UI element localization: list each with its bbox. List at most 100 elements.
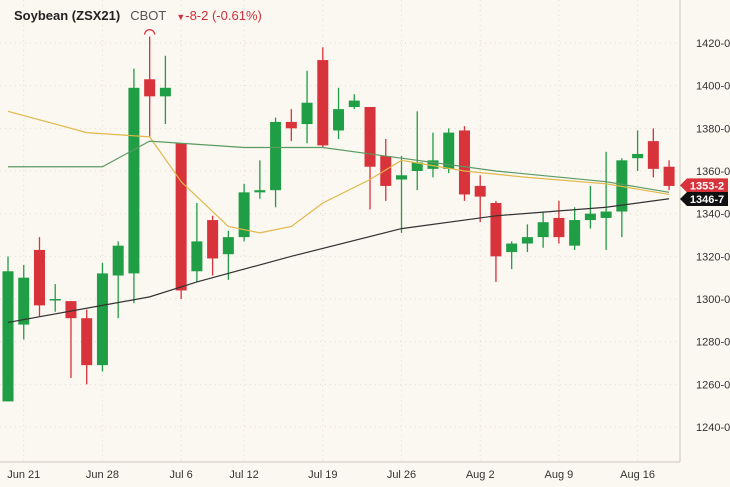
candle-body — [521, 237, 533, 244]
candle-body — [333, 109, 345, 131]
exchange-label: CBOT — [130, 8, 167, 23]
candle — [396, 156, 407, 233]
y-tick-label: 1380-0 — [696, 123, 730, 135]
candle-body — [396, 175, 407, 180]
x-tick-label: Jul 6 — [170, 469, 193, 481]
candle-body — [159, 87, 171, 97]
candle-body — [364, 107, 376, 167]
candle-body — [301, 102, 313, 125]
candle — [427, 132, 439, 178]
candle — [600, 151, 612, 250]
candle — [663, 160, 675, 191]
candle-body — [490, 203, 502, 257]
candle-body — [458, 130, 470, 195]
candle-body — [254, 190, 266, 193]
candle-body — [584, 213, 596, 221]
candle — [569, 207, 581, 250]
candle-body — [81, 318, 93, 366]
candle — [443, 128, 455, 174]
candle — [254, 160, 266, 199]
candle — [49, 284, 61, 312]
candle-body — [49, 299, 61, 301]
candle — [159, 55, 171, 125]
candle — [18, 264, 30, 340]
y-tick-label: 1260-0 — [696, 379, 730, 391]
y-tick-label: 1280-0 — [696, 337, 730, 349]
candle — [33, 237, 45, 317]
candle-body — [411, 162, 423, 171]
y-tick-label: 1320-0 — [696, 251, 730, 263]
x-tick-label: Jun 28 — [86, 469, 119, 481]
price-change: ▼-8-2 (-0.61%) — [176, 8, 262, 23]
candle — [616, 158, 628, 238]
candle — [2, 256, 14, 402]
candle — [553, 200, 565, 244]
chart-title: Soybean (ZSX21) — [14, 8, 121, 23]
candle-body — [222, 237, 234, 255]
candle — [490, 200, 502, 282]
y-tick-label: 1360-0 — [696, 166, 730, 178]
candle — [632, 130, 644, 171]
candle — [285, 109, 297, 142]
candle — [348, 94, 360, 110]
x-tick-label: Aug 9 — [545, 469, 574, 481]
candle-body — [191, 241, 203, 272]
candle — [333, 87, 345, 139]
candle — [191, 203, 203, 282]
y-tick-label: 1300-0 — [696, 294, 730, 306]
candle-body — [238, 192, 250, 238]
candle-body — [553, 217, 565, 238]
y-tick-label: 1240-0 — [696, 422, 730, 434]
candle — [112, 241, 124, 319]
price-tag-label: 1353-2 — [690, 180, 724, 192]
candle-body — [380, 156, 392, 186]
candle — [647, 128, 659, 178]
candle — [270, 117, 282, 208]
candle-body — [348, 100, 360, 107]
candle — [537, 211, 549, 248]
price-tag: 1353-2 — [680, 178, 728, 193]
candle — [364, 107, 376, 210]
candle-body — [2, 271, 14, 402]
x-tick-label: Jul 19 — [308, 469, 337, 481]
candle-body — [285, 121, 297, 129]
high-marker — [144, 29, 156, 35]
candle-body — [443, 132, 455, 169]
x-tick-label: Jul 26 — [387, 469, 416, 481]
triangle-down-icon: ▼ — [176, 12, 186, 22]
x-tick-label: Jul 12 — [229, 469, 258, 481]
candle-body — [317, 60, 329, 146]
candle — [411, 111, 423, 191]
candle — [144, 29, 156, 137]
candle-body — [427, 160, 439, 169]
candle — [207, 215, 219, 276]
candle-body — [112, 245, 124, 276]
candle-body — [175, 143, 187, 291]
moving-average-line — [8, 140, 670, 193]
y-tick-label: 1420-0 — [696, 38, 730, 50]
moving-average-line — [7, 110, 670, 234]
candle — [301, 70, 313, 144]
y-tick-label: 1340-0 — [696, 209, 730, 221]
candle-body — [474, 185, 486, 197]
candle-body — [144, 79, 156, 97]
candle-body — [65, 301, 77, 319]
candle — [238, 183, 250, 242]
candle — [458, 126, 470, 201]
candle-body — [537, 222, 549, 238]
candle-body — [33, 249, 45, 306]
x-tick-label: Aug 2 — [466, 469, 495, 481]
candle — [175, 143, 187, 299]
candle-body — [96, 273, 108, 366]
candle — [584, 185, 596, 229]
candle-body — [18, 277, 30, 325]
candle-body — [663, 166, 675, 186]
candle — [65, 301, 77, 378]
candle — [506, 241, 518, 270]
candle — [521, 224, 533, 253]
price-tag-bg — [680, 178, 728, 193]
candle-body — [632, 153, 644, 159]
x-tick-label: Aug 16 — [620, 469, 655, 481]
price-tag-bg — [680, 192, 728, 206]
